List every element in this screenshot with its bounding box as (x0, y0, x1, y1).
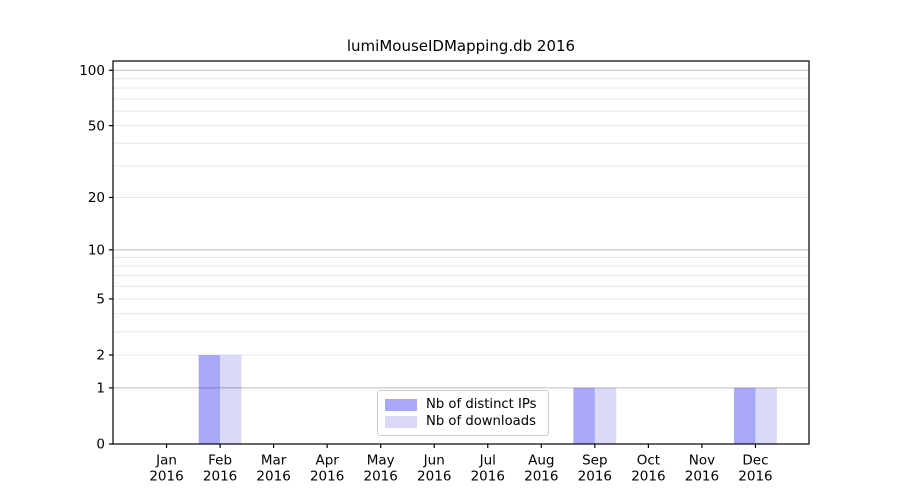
plot-frame (112, 60, 810, 445)
x-tick-label-year: 2016 (256, 469, 290, 485)
x-tick-label-year: 2016 (524, 469, 558, 485)
legend-entry-downloads: Nb of downloads (385, 413, 548, 430)
legend-swatch-downloads (385, 415, 417, 428)
bar-distinct-ips (734, 387, 756, 444)
x-tick-label-year: 2016 (631, 469, 665, 485)
legend-label-downloads: Nb of downloads (426, 414, 536, 429)
x-tick-label-year: 2016 (364, 469, 398, 485)
y-tick-label: 50 (88, 118, 105, 134)
bar-distinct-ips (573, 387, 595, 444)
chart-title: lumiMouseIDMapping.db 2016 (346, 37, 576, 55)
bar-downloads (594, 387, 617, 444)
x-tick-label-year: 2016 (203, 469, 237, 485)
x-tick-label-year: 2016 (310, 469, 344, 485)
x-tick-label-year: 2016 (149, 469, 183, 485)
legend-entry-distinct-ips: Nb of distinct IPs (385, 396, 548, 413)
y-tick-label: 10 (88, 243, 105, 259)
bar-downloads (755, 387, 777, 444)
y-tick-label: 0 (96, 437, 105, 453)
x-tick-label-month: Feb (208, 453, 232, 469)
x-tick-label-month: Mar (261, 453, 287, 469)
x-tick-label-month: Oct (637, 453, 660, 469)
x-tick-label-month: Aug (528, 453, 554, 469)
x-tick-label-month: Jul (479, 453, 496, 469)
x-tick-label-month: May (367, 453, 395, 469)
y-tick-label: 20 (88, 190, 105, 206)
legend-box: Nb of distinct IPs Nb of downloads (377, 390, 549, 436)
x-tick-label-month: Dec (742, 453, 768, 469)
y-tick-label: 5 (96, 292, 105, 308)
legend-swatch-distinct-ips (385, 398, 417, 411)
y-tick-label: 1 (96, 381, 105, 397)
x-tick-label-year: 2016 (471, 469, 505, 485)
x-tick-label-year: 2016 (738, 469, 772, 485)
bar-distinct-ips (198, 355, 221, 444)
bar-downloads (220, 355, 242, 444)
x-tick-label-month: Jun (423, 453, 445, 469)
legend-label-distinct-ips: Nb of distinct IPs (426, 397, 537, 412)
x-tick-label-year: 2016 (685, 469, 719, 485)
x-tick-label-month: Jan (155, 453, 177, 469)
x-tick-label-month: Apr (315, 453, 339, 469)
x-tick-label-year: 2016 (417, 469, 451, 485)
x-tick-label-month: Nov (689, 453, 715, 469)
x-tick-label-month: Sep (582, 453, 607, 469)
x-tick-label-year: 2016 (578, 469, 612, 485)
y-tick-label: 100 (79, 63, 105, 79)
y-tick-label: 2 (96, 348, 105, 364)
